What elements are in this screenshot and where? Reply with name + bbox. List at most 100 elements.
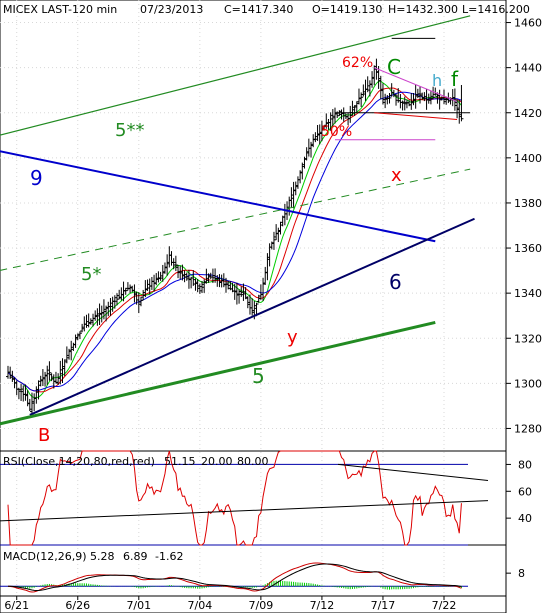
price-bar [245, 296, 250, 309]
price-bar [313, 132, 318, 143]
macd-signal-line [7, 563, 462, 592]
price-bar [241, 283, 246, 301]
price-bar [298, 170, 303, 184]
label-50pct: 50% [321, 124, 352, 140]
price-bar [374, 58, 379, 80]
price-bar [261, 277, 266, 302]
price-bar [117, 289, 122, 300]
rsi-line [7, 450, 462, 546]
price-bar [165, 254, 170, 276]
price-bar [69, 340, 74, 361]
price-bar [433, 87, 438, 96]
price-bar [204, 268, 209, 284]
price-bar [36, 380, 41, 400]
label-6: 6 [389, 270, 402, 294]
price-bar [62, 359, 67, 377]
rsi-support-line [0, 500, 489, 522]
price-bar [202, 279, 207, 293]
price-bar [239, 286, 244, 297]
price-bar [19, 383, 24, 402]
price-bar [232, 283, 237, 300]
x-tick-label: 7/01 [126, 599, 151, 612]
price-bar [426, 93, 431, 104]
label-62pct: 62% [342, 55, 373, 71]
y-tick-label: 1380 [514, 197, 542, 210]
symbol-label: MICEX LAST-120 min [3, 3, 117, 16]
trendline-5-doublestar [0, 15, 471, 136]
date-label: 07/23/2013 [140, 3, 203, 16]
macd-indicator: 8 [0, 562, 525, 593]
price-bar [184, 272, 189, 281]
rsi-tick-label: 40 [518, 512, 532, 525]
rsi-tick-label: 80 [518, 458, 532, 471]
price-bar [138, 296, 143, 307]
price-bar [452, 88, 457, 111]
price-bar [276, 227, 281, 243]
x-axis: 6/21 6/26 7/01 7/04 7/09 7/12 7/17 7/22 [4, 596, 456, 612]
price-bar [302, 156, 307, 169]
price-bar [53, 371, 58, 384]
label-5-doublestar: 5** [115, 120, 144, 141]
price-bar [8, 366, 13, 380]
y-tick-label: 1420 [514, 107, 542, 120]
price-bar [186, 269, 191, 289]
low-value: L=1416.200 [462, 3, 530, 16]
price-bar [217, 274, 222, 288]
price-bar [143, 280, 148, 298]
price-bar [428, 91, 433, 105]
price-bar [173, 255, 178, 272]
price-bar [359, 92, 364, 107]
label-f: f [451, 67, 459, 91]
price-bar [104, 305, 109, 322]
price-bar [372, 65, 377, 86]
label-C: C [387, 55, 401, 79]
price-bar [99, 305, 104, 323]
rsi-resistance-line [337, 463, 489, 482]
price-bar [435, 92, 440, 104]
label-x: x [391, 165, 402, 186]
price-bar [411, 93, 416, 106]
price-bar [383, 93, 388, 109]
price-bar [442, 89, 446, 105]
price-bar [58, 360, 63, 385]
y-tick-label: 1440 [514, 62, 542, 75]
price-bar [206, 273, 211, 283]
grid [0, 0, 506, 596]
price-bar [16, 387, 21, 400]
price-bar [197, 283, 202, 294]
price-bar [224, 277, 228, 293]
price-bar [112, 295, 117, 309]
x-tick-label: 7/04 [187, 599, 212, 612]
y-tick-label: 1280 [514, 422, 542, 435]
price-bar [156, 271, 161, 283]
price-bar [180, 264, 185, 281]
triangle-lower [374, 112, 458, 121]
label-5-star: 5* [81, 264, 101, 285]
price-bar [352, 105, 357, 116]
price-bar [84, 314, 89, 328]
price-bar [324, 113, 329, 129]
label-h: h [432, 71, 442, 90]
price-bar [394, 93, 399, 106]
x-tick-label: 7/09 [249, 599, 274, 612]
price-bar [40, 369, 45, 387]
price-bar [309, 141, 314, 158]
x-tick-label: 6/21 [4, 599, 29, 612]
price-bar [136, 292, 141, 314]
price-bar [319, 120, 324, 142]
y-tick-label: 1300 [514, 377, 542, 390]
y-tick-label: 1360 [514, 242, 542, 255]
y-axis: 1280 1300 1320 1340 1360 1380 1400 1420 1440 1460 [506, 17, 542, 435]
high-value: H=1432.300 [388, 3, 458, 16]
price-bar [73, 334, 78, 348]
price-bar [304, 147, 309, 161]
x-tick-label: 7/17 [371, 599, 396, 612]
macd-value: 5.28 [90, 550, 115, 563]
price-bar [328, 112, 333, 131]
price-bar [380, 83, 385, 105]
price-bar [356, 88, 361, 105]
price-bar [234, 282, 239, 305]
price-bar [88, 318, 93, 325]
price-bar [250, 298, 255, 316]
